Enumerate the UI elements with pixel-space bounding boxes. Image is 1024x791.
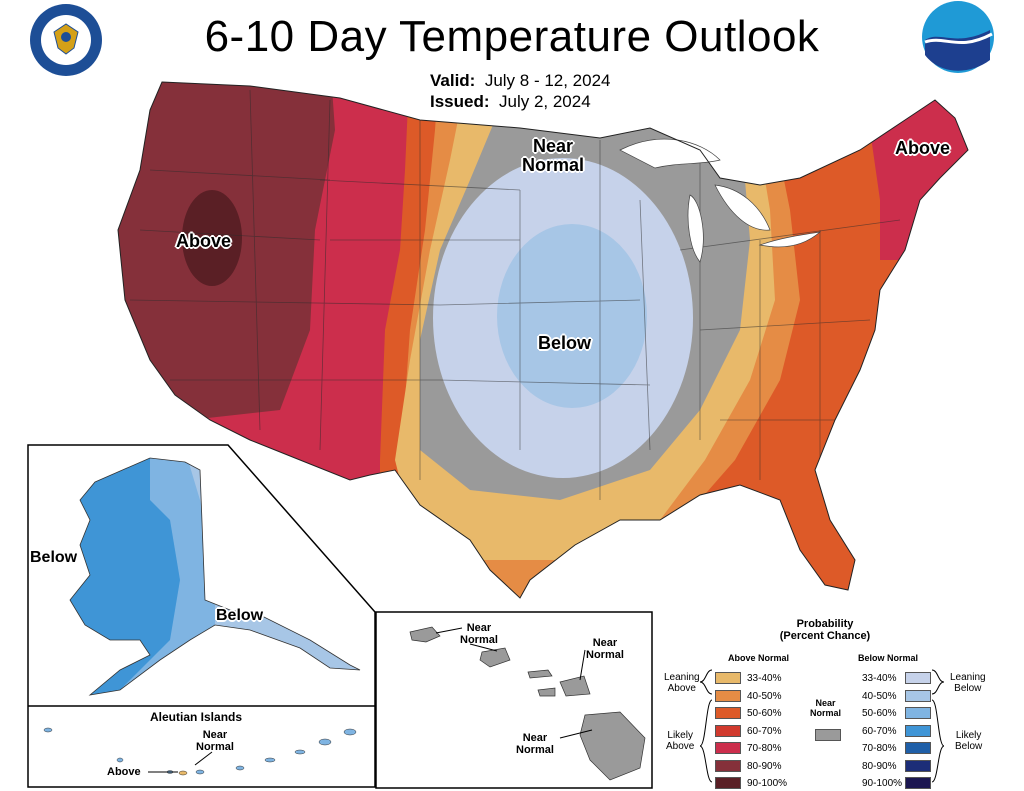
legend-below-swatch	[905, 672, 931, 684]
label-hawaii-near-normal-3: Near Normal	[516, 732, 554, 756]
legend-below-swatch	[905, 742, 931, 754]
issued-date: July 2, 2024	[498, 92, 591, 111]
legend-below-label: 50-60%	[862, 708, 897, 719]
label-aleutian-above: Above	[107, 766, 141, 778]
issued-label: Issued:	[430, 92, 490, 111]
label-aleutian-title: Aleutian Islands	[150, 710, 243, 724]
valid-label: Valid:	[430, 71, 476, 90]
legend-below-swatch	[905, 689, 931, 702]
label-hawaii-near-normal-2: Near Normal	[586, 637, 624, 661]
legend-below-header: Below Normal	[858, 653, 919, 663]
label-hawaii-near-normal-1: Near Normal	[460, 622, 498, 646]
label-aleutian-near-normal: Near Normal	[196, 729, 234, 753]
label-near-normal-north: Near Normal	[522, 136, 585, 175]
legend-above-swatch	[715, 759, 741, 772]
valid-dates: July 8 - 12, 2024	[484, 71, 611, 90]
label-alaska-below-south: Below	[216, 607, 264, 624]
legend-likely-above: Likely Above	[666, 730, 695, 752]
commerce-seal-icon	[30, 4, 102, 76]
legend-below-swatch	[905, 777, 931, 789]
legend-above-label: 50-60%	[747, 708, 782, 719]
legend-below-swatch	[905, 724, 931, 737]
legend-below-swatch	[905, 759, 931, 772]
legend-above-label: 60-70%	[747, 725, 782, 737]
legend-below-label: 80-90%	[862, 760, 897, 772]
legend-near-normal: Near Normal	[810, 698, 842, 718]
legend-above-swatch	[715, 742, 741, 754]
legend-above-label: 90-100%	[747, 778, 788, 789]
legend-below-label: 40-50%	[862, 690, 897, 702]
legend-above-label: 40-50%	[747, 690, 782, 702]
legend-above-label: 33-40%	[747, 673, 782, 684]
legend-likely-below: Likely Below	[955, 730, 983, 752]
label-above-northeast: Above	[895, 138, 951, 158]
noaa-logo-icon	[922, 1, 994, 73]
legend-near-normal-swatch	[815, 729, 841, 741]
legend-below-label: 90-100%	[862, 778, 903, 789]
legend-above-swatch	[715, 689, 741, 702]
legend-above-label: 70-80%	[747, 743, 782, 754]
legend-above-swatch	[715, 724, 741, 737]
page-title: 6-10 Day Temperature Outlook	[204, 12, 820, 61]
legend-above-swatch	[715, 672, 741, 684]
legend-below-label: 60-70%	[862, 725, 897, 737]
label-above-west: Above	[176, 231, 232, 251]
legend-leaning-below: Leaning Below	[950, 672, 986, 694]
legend-below-swatch	[905, 707, 931, 719]
label-alaska-below-west: Below	[30, 549, 78, 566]
legend-below-label: 70-80%	[862, 743, 897, 754]
label-below-central: Below	[538, 333, 592, 353]
legend-above-swatch	[715, 707, 741, 719]
legend-above-header: Above Normal	[728, 653, 790, 663]
legend-title: Probability (Percent Chance)	[779, 618, 871, 642]
legend-below-label: 33-40%	[862, 673, 897, 684]
legend-leaning-above: Leaning Above	[664, 672, 700, 694]
legend-above-swatch	[715, 777, 741, 789]
valid-issued-block: Valid: July 8 - 12, 2024 Issued: July 2,…	[430, 70, 611, 112]
legend-braces	[700, 669, 945, 783]
legend-above-label: 80-90%	[747, 760, 782, 772]
